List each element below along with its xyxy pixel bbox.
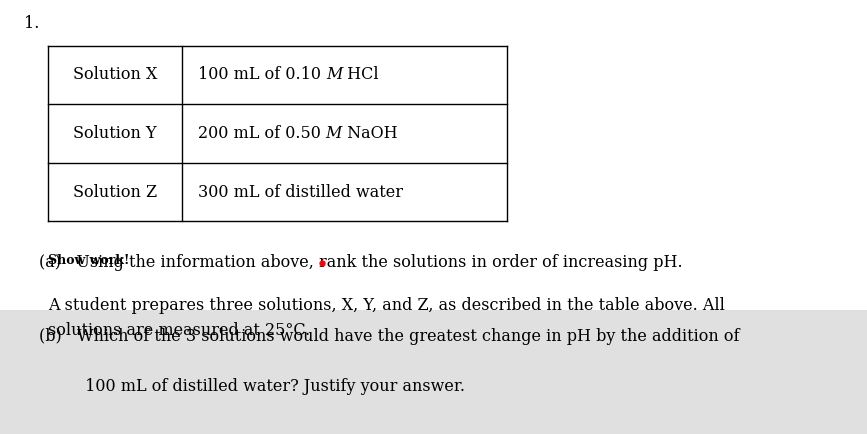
Text: (b)   Which of the 3 solutions would have the greatest change in pH by the addit: (b) Which of the 3 solutions would have …	[39, 328, 740, 345]
Text: 100 mL of 0.10: 100 mL of 0.10	[198, 66, 326, 83]
Text: NaOH: NaOH	[342, 125, 398, 142]
Text: 200 mL of 0.50: 200 mL of 0.50	[198, 125, 326, 142]
Text: Solution Y: Solution Y	[73, 125, 157, 142]
Text: Solution Z: Solution Z	[73, 184, 157, 201]
Text: 100 mL of distilled water? Justify your answer.: 100 mL of distilled water? Justify your …	[39, 378, 465, 395]
Text: (a)   Using the information above, rank the solutions in order of increasing pH.: (a) Using the information above, rank th…	[39, 254, 682, 271]
Text: 300 mL of distilled water: 300 mL of distilled water	[198, 184, 402, 201]
Text: M: M	[326, 125, 342, 142]
Text: A student prepares three solutions, X, Y, and Z, as described in the table above: A student prepares three solutions, X, Y…	[48, 297, 725, 339]
Text: 1.: 1.	[24, 15, 40, 32]
Text: HCl: HCl	[342, 66, 379, 83]
Bar	[0, 310, 867, 434]
Text: Solution X: Solution X	[73, 66, 157, 83]
Text: Show work!: Show work!	[48, 254, 129, 267]
Text: M: M	[326, 66, 342, 83]
